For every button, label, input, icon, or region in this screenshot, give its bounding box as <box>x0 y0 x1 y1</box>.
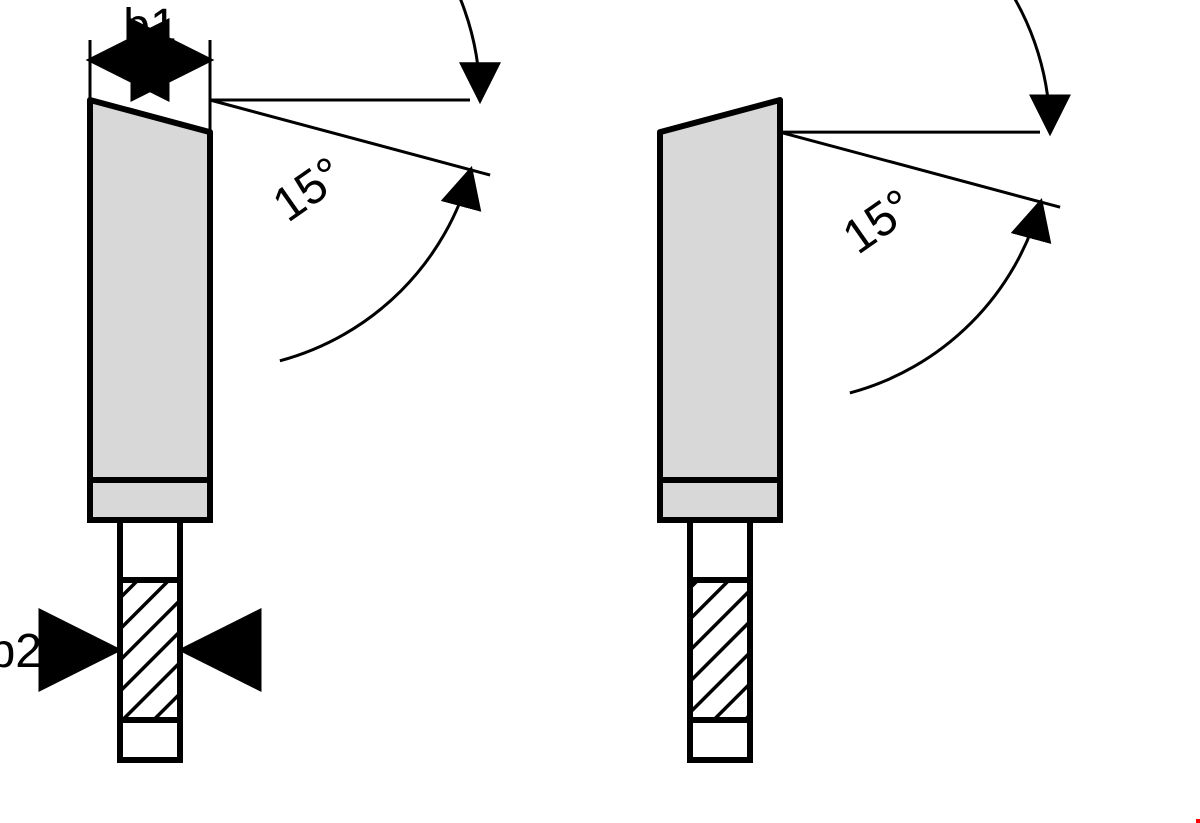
shaft-tail <box>120 720 180 760</box>
angle-label: 15° <box>834 179 924 264</box>
tooth-body <box>660 100 780 480</box>
angle-ref-sloped <box>210 100 490 175</box>
b1-label: b1 <box>123 0 176 53</box>
angle-label-group: 15° <box>834 179 924 264</box>
tooth-base-band <box>660 480 780 520</box>
tooth-body <box>90 100 210 480</box>
shaft-hatched <box>120 580 180 720</box>
shaft-neck <box>120 520 180 580</box>
b2-label: b2 <box>0 625 42 678</box>
angle-label: 15° <box>264 147 354 232</box>
angle-ref-sloped <box>780 132 1060 207</box>
angle-label-group: 15° <box>264 147 354 232</box>
shaft-neck <box>690 520 750 580</box>
shaft-tail <box>690 720 750 760</box>
artifact-dot <box>1196 819 1200 823</box>
angle-arc-upper <box>827 0 1050 132</box>
angle-arc-upper <box>257 0 480 100</box>
shaft-hatched <box>690 580 750 720</box>
tooth-base-band <box>90 480 210 520</box>
